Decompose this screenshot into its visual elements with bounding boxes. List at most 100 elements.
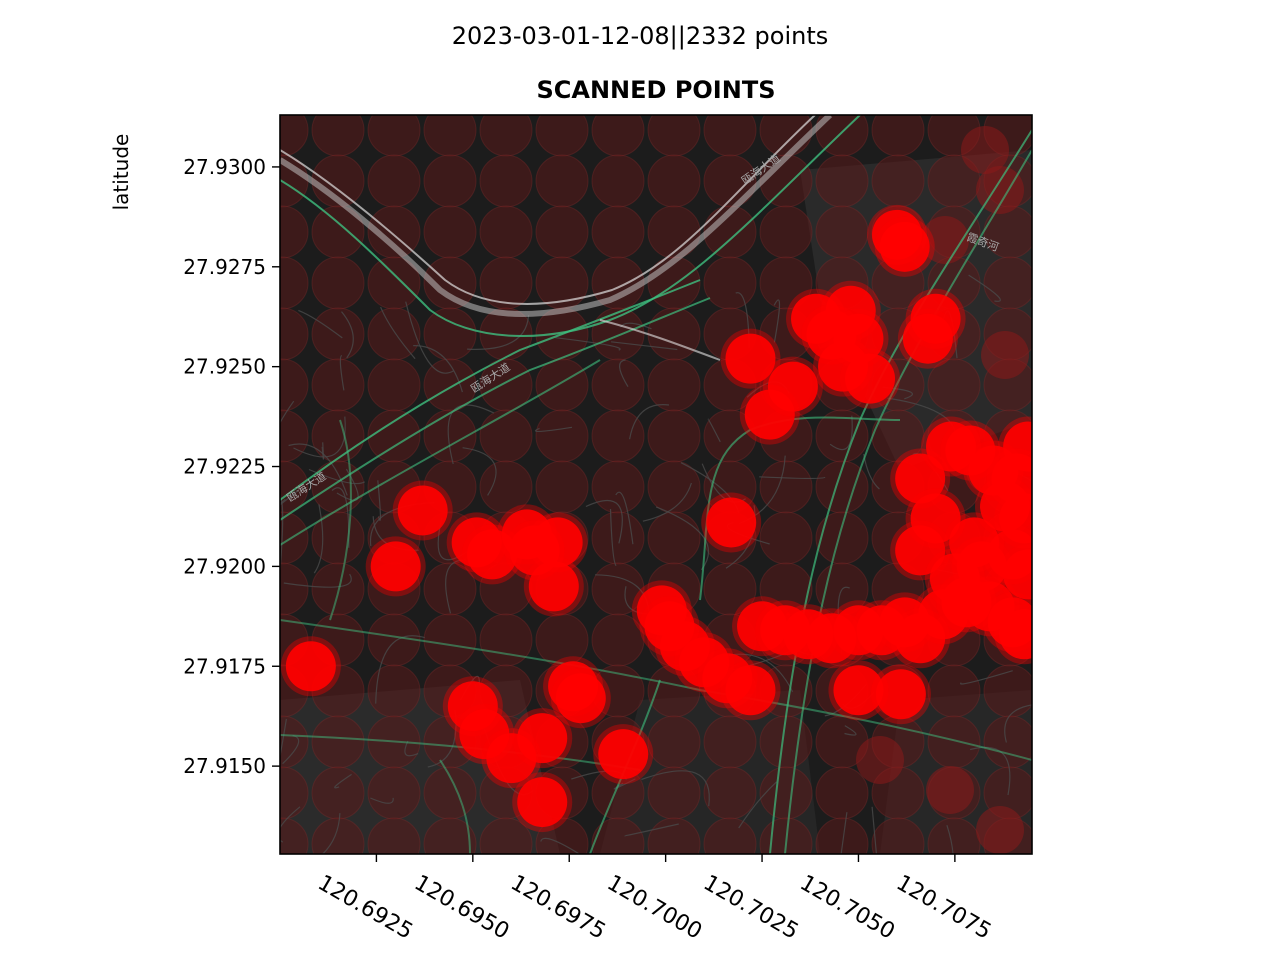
scan-grid-cell bbox=[647, 307, 701, 361]
scan-grid-cell bbox=[591, 205, 645, 259]
scan-grid-cell bbox=[367, 115, 421, 157]
scan-grid-cell bbox=[591, 817, 645, 854]
scan-grid-cell bbox=[479, 817, 533, 854]
street bbox=[375, 635, 425, 704]
scan-grid-cell bbox=[759, 115, 813, 157]
scan-grid-cell bbox=[367, 307, 421, 361]
scan-grid-cell bbox=[311, 817, 365, 854]
scan-grid-cell bbox=[367, 358, 421, 412]
scan-grid-cell bbox=[280, 817, 309, 854]
scan-grid-cell bbox=[311, 358, 365, 412]
plot-frame bbox=[279, 114, 1033, 855]
scan-grid-cell bbox=[311, 409, 365, 463]
scan-grid-cell bbox=[983, 256, 1032, 310]
street bbox=[280, 495, 284, 570]
scan-point bbox=[767, 361, 818, 412]
scan-grid-cell bbox=[647, 205, 701, 259]
scan-grid-cell bbox=[591, 409, 645, 463]
figure-suptitle: 2023-03-01-12-08||2332 points bbox=[452, 22, 828, 50]
street bbox=[377, 480, 382, 521]
scan-grid-cell bbox=[703, 715, 757, 769]
scan-grid-cell bbox=[591, 511, 645, 565]
scan-grid-cell bbox=[647, 715, 701, 769]
street bbox=[613, 778, 636, 790]
street bbox=[629, 404, 670, 440]
scan-point bbox=[517, 713, 568, 764]
street bbox=[280, 400, 295, 425]
scan-grid-cell bbox=[981, 331, 1029, 379]
street bbox=[321, 442, 325, 460]
scan-grid-cell bbox=[423, 115, 477, 157]
scan-grid-cell bbox=[311, 256, 365, 310]
scan-grid-cell bbox=[703, 256, 757, 310]
x-tick-label: 120.6975 bbox=[506, 871, 609, 945]
street bbox=[380, 306, 416, 360]
scan-grid-cell bbox=[759, 205, 813, 259]
street bbox=[840, 812, 848, 854]
y-tick-label: 27.9150 bbox=[183, 754, 266, 778]
street bbox=[313, 504, 324, 574]
scan-point bbox=[1003, 549, 1032, 600]
scan-points bbox=[280, 204, 1032, 833]
x-tick-label: 120.6950 bbox=[410, 871, 513, 945]
scan-grid-cell bbox=[367, 154, 421, 208]
scan-point bbox=[895, 525, 946, 576]
chart-title: SCANNED POINTS bbox=[537, 76, 776, 104]
scan-point bbox=[902, 313, 953, 364]
scan-point bbox=[285, 641, 336, 692]
y-axis-label: latitude bbox=[109, 134, 133, 211]
scan-grid-cell bbox=[976, 166, 1024, 214]
scan-point bbox=[949, 517, 1000, 568]
y-tick-label: 27.9200 bbox=[183, 554, 266, 578]
scan-grid-cell bbox=[280, 307, 309, 361]
x-tick-label: 120.7025 bbox=[699, 871, 802, 945]
x-tick-label: 120.7050 bbox=[795, 871, 898, 945]
scan-grid-cell bbox=[479, 115, 533, 157]
street bbox=[615, 491, 634, 545]
scan-point bbox=[833, 665, 884, 716]
scan-grid-cell bbox=[703, 766, 757, 820]
scan-point bbox=[397, 485, 448, 536]
road-green bbox=[280, 297, 711, 521]
scan-grid-cell bbox=[647, 115, 701, 157]
scan-grid-cell bbox=[535, 817, 589, 854]
street bbox=[298, 309, 343, 339]
scan-grid-cell bbox=[815, 766, 869, 820]
scan-grid-cell bbox=[479, 154, 533, 208]
road-green bbox=[439, 759, 471, 854]
street bbox=[280, 718, 287, 759]
scan-grid-cell bbox=[856, 736, 904, 784]
scan-grid-cell bbox=[479, 205, 533, 259]
street bbox=[467, 315, 530, 350]
street bbox=[959, 670, 1013, 685]
scan-point bbox=[517, 777, 568, 828]
scan-grid-cell bbox=[479, 409, 533, 463]
scan-grid-cell bbox=[815, 115, 869, 157]
scan-grid-cell bbox=[647, 511, 701, 565]
scan-grid-cell bbox=[591, 358, 645, 412]
street bbox=[321, 813, 341, 854]
street bbox=[871, 806, 878, 854]
scan-grid-cell bbox=[871, 817, 925, 854]
scan-point bbox=[725, 333, 776, 384]
street bbox=[413, 344, 463, 393]
scan-grid-cell bbox=[423, 817, 477, 854]
scan-grid-cell bbox=[367, 766, 421, 820]
street bbox=[641, 770, 710, 807]
street bbox=[773, 299, 781, 343]
x-tick-label: 120.7075 bbox=[892, 871, 995, 945]
y-tick-label: 27.9275 bbox=[183, 255, 266, 279]
scan-grid-cell bbox=[983, 664, 1032, 718]
street bbox=[725, 505, 756, 569]
scan-grid-cell bbox=[423, 307, 477, 361]
scan-grid-cell bbox=[647, 817, 701, 854]
scan-grid-cell bbox=[759, 511, 813, 565]
major-roads bbox=[280, 115, 1032, 854]
scan-grid-cell bbox=[423, 613, 477, 667]
road-green bbox=[699, 416, 901, 601]
street bbox=[968, 274, 1001, 302]
scan-grid-cell bbox=[311, 115, 365, 157]
scan-grid-cell bbox=[759, 715, 813, 769]
scan-grid-cell bbox=[535, 409, 589, 463]
scan-grid-cell bbox=[591, 154, 645, 208]
